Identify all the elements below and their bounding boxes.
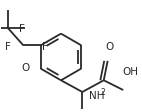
Text: OH: OH [122, 66, 138, 76]
Text: F: F [5, 42, 11, 52]
Text: O: O [106, 42, 114, 52]
Text: F: F [41, 42, 47, 52]
Text: F: F [19, 24, 25, 33]
Text: NH: NH [89, 90, 105, 100]
Text: O: O [22, 62, 30, 72]
Text: 2: 2 [101, 88, 106, 97]
